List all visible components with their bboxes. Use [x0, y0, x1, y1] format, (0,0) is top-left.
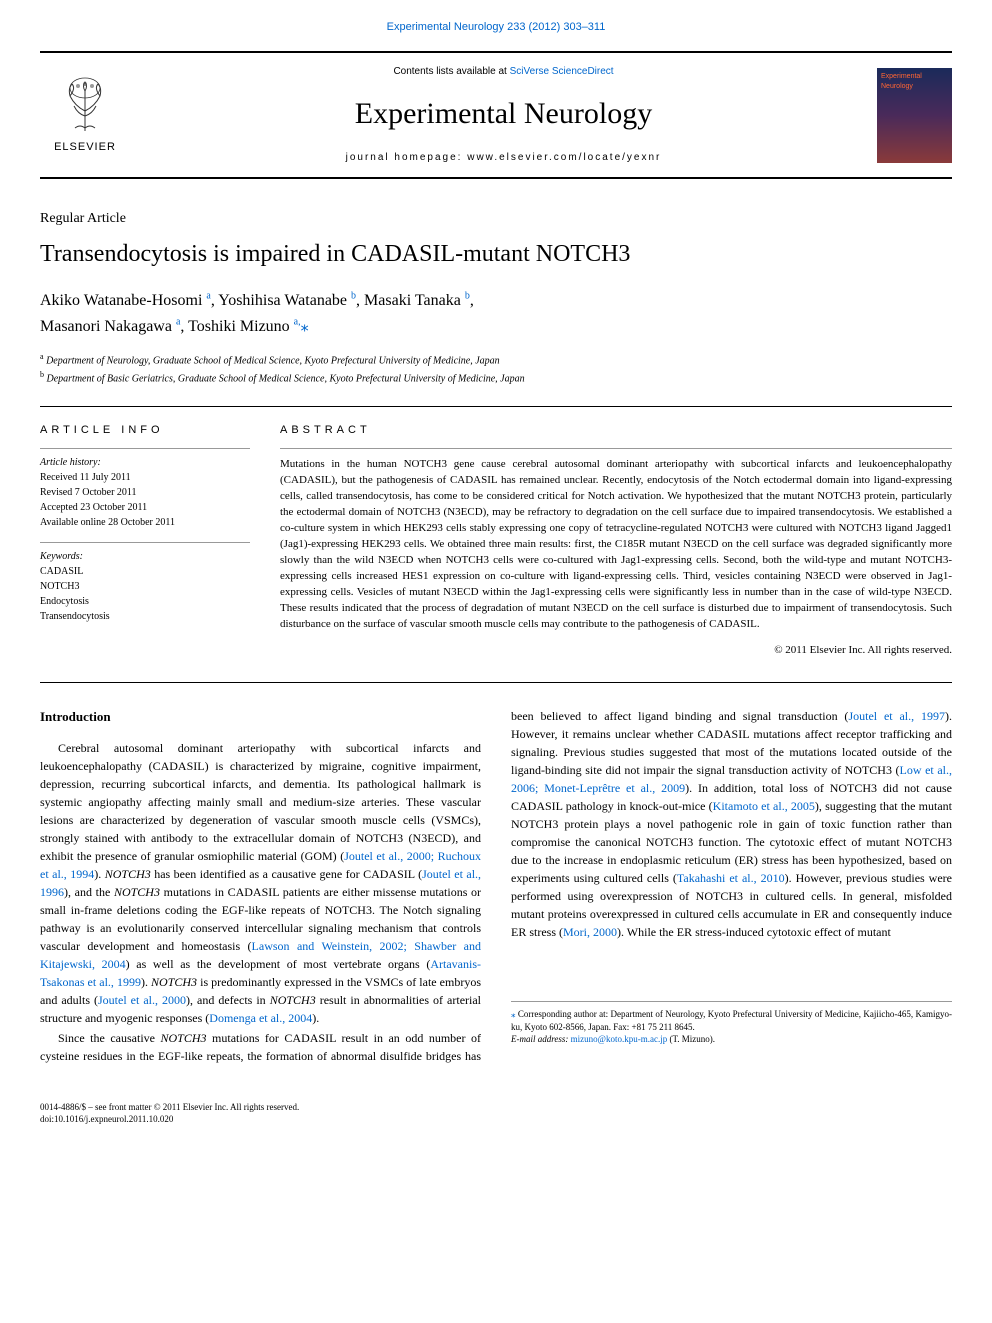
corresponding-footnote: ⁎ Corresponding author at: Department of…	[511, 1001, 952, 1046]
elsevier-tree-icon	[50, 76, 120, 136]
abstract-column: ABSTRACT Mutations in the human NOTCH3 g…	[280, 423, 952, 658]
affiliations: a Department of Neurology, Graduate Scho…	[40, 351, 952, 386]
author: Toshiki Mizuno a,⁎	[188, 318, 309, 335]
abstract-copyright: © 2011 Elsevier Inc. All rights reserved…	[280, 643, 952, 658]
article-info-label: ARTICLE INFO	[40, 423, 250, 438]
divider	[40, 682, 952, 683]
body-paragraph: Cerebral autosomal dominant arteriopathy…	[40, 739, 481, 1027]
intro-heading: Introduction	[40, 707, 481, 727]
citation-link[interactable]: Domenga et al., 2004	[209, 1011, 312, 1025]
contents-line: Contents lists available at SciVerse Sci…	[150, 65, 857, 79]
keywords-block: Keywords: CADASIL NOTCH3 Endocytosis Tra…	[40, 542, 250, 624]
article-type: Regular Article	[40, 209, 952, 229]
author: Masanori Nakagawa a	[40, 318, 180, 335]
journal-cover-thumbnail: Experimental Neurology	[877, 68, 952, 163]
body-text: Introduction Cerebral autosomal dominant…	[40, 707, 952, 1065]
citation-link[interactable]: Mori, 2000	[563, 925, 617, 939]
citation-link[interactable]: Joutel et al., 2000	[98, 993, 186, 1007]
abstract-text: Mutations in the human NOTCH3 gene cause…	[280, 457, 952, 632]
homepage-line: journal homepage: www.elsevier.com/locat…	[150, 151, 857, 165]
citation-link[interactable]: Joutel et al., 1997	[848, 709, 945, 723]
elsevier-name: ELSEVIER	[54, 140, 116, 155]
citation-link[interactable]: Lawson and Weinstein,	[252, 939, 373, 953]
email-link[interactable]: mizuno@koto.kpu-m.ac.jp	[571, 1034, 668, 1044]
corresponding-mark[interactable]: ⁎	[301, 318, 309, 335]
citation-link[interactable]: Experimental Neurology 233 (2012) 303–31…	[387, 21, 606, 33]
author: Akiko Watanabe-Hosomi a	[40, 292, 211, 309]
author-list: Akiko Watanabe-Hosomi a, Yoshihisa Watan…	[40, 288, 952, 339]
homepage-url: www.elsevier.com/locate/yexnr	[467, 152, 661, 163]
divider	[40, 406, 952, 407]
citation-header: Experimental Neurology 233 (2012) 303–31…	[40, 20, 952, 35]
info-abstract-row: ARTICLE INFO Article history: Received 1…	[40, 423, 952, 658]
journal-name: Experimental Neurology	[150, 93, 857, 135]
journal-header-box: ELSEVIER Contents lists available at Sci…	[40, 51, 952, 179]
article-title: Transendocytosis is impaired in CADASIL-…	[40, 239, 952, 270]
author: Yoshihisa Watanabe b	[218, 292, 356, 309]
footer-left: 0014-4886/$ – see front matter © 2011 El…	[40, 1101, 299, 1126]
author: Masaki Tanaka b	[364, 292, 470, 309]
abstract-label: ABSTRACT	[280, 423, 952, 438]
article-info-column: ARTICLE INFO Article history: Received 1…	[40, 423, 250, 658]
page-footer: 0014-4886/$ – see front matter © 2011 El…	[40, 1095, 952, 1126]
article-history: Article history: Received 11 July 2011 R…	[40, 448, 250, 530]
citation-link[interactable]: Takahashi et al., 2010	[677, 871, 785, 885]
elsevier-logo: ELSEVIER	[40, 70, 130, 160]
header-center: Contents lists available at SciVerse Sci…	[150, 65, 857, 165]
citation-link[interactable]: Kitamoto et al., 2005	[713, 799, 815, 813]
doi-link[interactable]: 10.1016/j.expneurol.2011.10.020	[54, 1114, 173, 1124]
sciverse-link[interactable]: SciVerse ScienceDirect	[510, 66, 614, 77]
